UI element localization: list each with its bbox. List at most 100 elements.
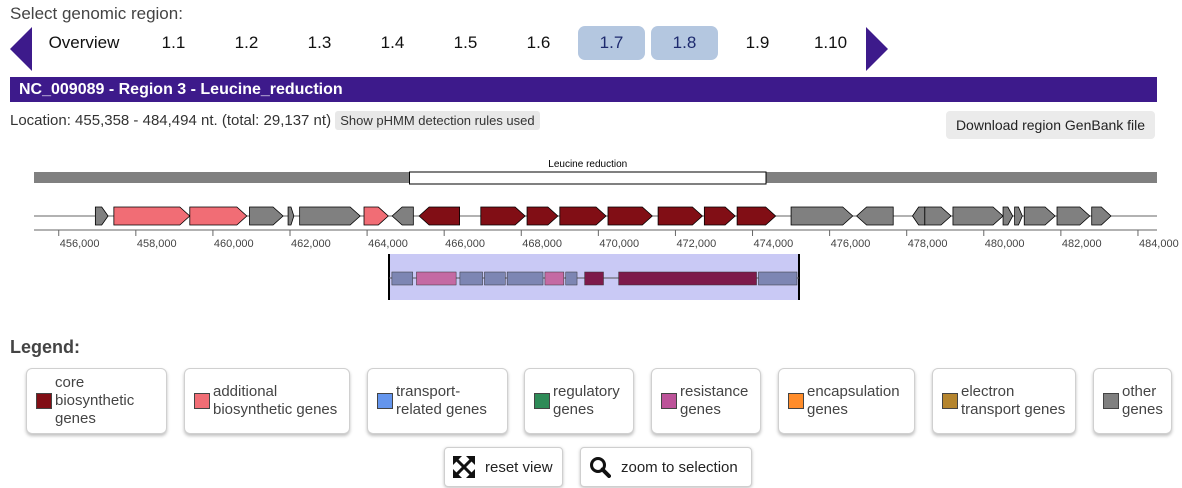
legend-swatch-regulatory [534,393,550,409]
minimap-gene-other [758,271,798,286]
legend-item-other[interactable]: other genes [1093,368,1172,434]
previous-region-arrow-icon[interactable] [10,27,32,71]
download-genbank-button[interactable]: Download region GenBank file [946,111,1155,139]
gene-arrow-core[interactable] [418,206,460,226]
legend-label-line: electron [961,383,1015,400]
minimap-gene-additional [416,271,457,286]
gene-arrow-core[interactable] [607,206,653,226]
next-region-arrow-icon[interactable] [866,27,888,71]
legend-label-additional: additional biosynthetic genes [213,383,337,419]
legend-item-additional[interactable]: additional biosynthetic genes [184,368,350,434]
axis-tick-label: 470,000 [599,238,639,250]
gene-arrow-additional[interactable] [189,206,248,226]
gene-arrow-other[interactable] [790,206,854,226]
gene-arrow-core[interactable] [526,206,559,226]
axis-tick-label: 472,000 [676,238,716,250]
legend-label-line: additional [213,383,278,400]
tab-region-1-7[interactable]: 1.7 [578,26,645,60]
axis-tick-label: 478,000 [908,238,948,250]
tab-region-1-5[interactable]: 1.5 [453,33,478,52]
minimap[interactable] [388,254,800,300]
gene-arrow-other[interactable] [94,206,109,226]
tab-region-1-4[interactable]: 1.4 [380,33,405,52]
gene-arrow-other[interactable] [911,206,926,226]
protocluster-label: Leucine reduction [548,159,627,170]
gene-arrow-core[interactable] [703,206,736,226]
legend-item-encapsulation[interactable]: encapsulation genes [778,368,915,434]
gene-arrow-other[interactable] [855,206,894,226]
axis-tick-label: 476,000 [831,238,871,250]
axis-tick-label: 484,000 [1139,238,1179,250]
axis-tick-label: 462,000 [291,238,331,250]
gene-arrow-other[interactable] [924,206,952,226]
select-region-label: Select genomic region: [10,4,183,23]
gene-arrow-other[interactable] [287,206,295,226]
gene-arrow-core[interactable] [736,206,777,226]
legend-label-core: core biosynthetic genes [55,374,134,428]
gene-arrow-core[interactable] [559,206,607,226]
legend-label-line: core [55,374,85,391]
gene-layer [94,206,1112,226]
legend-label-resistance: resistance genes [680,383,748,419]
region-title: NC_009089 - Region 3 - Leucine_reduction [10,77,1157,102]
tab-region-1-8[interactable]: 1.8 [651,26,718,60]
tab-region-1-10[interactable]: 1.10 [813,33,848,52]
gene-arrow-additional[interactable] [363,206,389,226]
legend-label-transport: transport-related genes [396,383,487,419]
axis-tick-label: 456,000 [60,238,100,250]
axis-tick-label: 482,000 [1062,238,1102,250]
legend-swatch-core [36,393,52,409]
minimap-gene-other [391,271,413,286]
axis-tick-label: 480,000 [985,238,1025,250]
minimap-gene-other [484,271,506,286]
legend-label-line: biosynthetic [55,392,135,409]
legend-label-encapsulation: encapsulation genes [807,383,900,419]
expand-arrows-icon [453,456,475,478]
gene-arrow-core[interactable] [657,206,704,226]
legend-swatch-electron [942,393,958,409]
legend-item-regulatory[interactable]: regulatory genes [524,368,634,434]
minimap-genes [391,271,798,286]
legend-item-resistance[interactable]: resistance genes [651,368,761,434]
legend-label-line: encapsulation [807,383,900,400]
location-text: Location: 455,358 - 484,494 nt. (total: … [10,112,332,129]
tab-region-1-9[interactable]: 1.9 [745,33,770,52]
minimap-gene-other [459,271,483,286]
gene-arrow-other[interactable] [1002,206,1014,226]
gene-arrow-other[interactable] [1056,206,1091,226]
legend-label-line: transport- [396,383,461,400]
gene-arrow-additional[interactable] [113,206,191,226]
legend-swatch-other [1103,393,1119,409]
protocluster-box[interactable] [408,171,767,185]
legend-item-transport[interactable]: transport-related genes [367,368,508,434]
show-phmm-rules-button[interactable]: Show pHMM detection rules used [335,111,540,130]
legend-item-core[interactable]: core biosynthetic genes [26,368,167,434]
legend-item-electron[interactable]: electron transport genes [932,368,1076,434]
legend-label-line: regulatory [553,383,620,400]
tab-region-1-6[interactable]: 1.6 [526,33,551,52]
gene-arrow-other[interactable] [391,206,414,226]
location-line: Location: 455,358 - 484,494 nt. (total: … [10,111,540,130]
gene-arrow-other[interactable] [1014,206,1023,226]
zoom-to-selection-button[interactable]: zoom to selection [580,447,752,487]
tab-region-1-2[interactable]: 1.2 [234,33,259,52]
gene-arrow-core[interactable] [480,206,526,226]
gene-arrow-other[interactable] [249,206,284,226]
minimap-gene-additional [544,271,565,286]
axis-ticks: 456,000 458,000 460,000 462,000 464,000 466,0… [58,230,1179,250]
reset-view-button[interactable]: reset view [444,447,563,487]
legend-swatch-additional [194,393,210,409]
tab-region-1-3[interactable]: 1.3 [307,33,332,52]
legend-label-line: biosynthetic genes [213,401,338,418]
gene-arrow-other[interactable] [299,206,361,226]
gene-arrow-other[interactable] [1023,206,1056,226]
minimap-gene-other [506,271,544,286]
tab-region-overview[interactable]: Overview [48,33,120,52]
gene-arrow-other[interactable] [952,206,1004,226]
gene-arrow-other[interactable] [1091,206,1112,226]
legend-label-electron: electron transport genes [961,383,1065,419]
magnifier-icon [590,457,611,478]
tab-region-1-1[interactable]: 1.1 [161,33,186,52]
legend-label-line: transport genes [961,401,1066,418]
legend-label-line: genes [553,401,594,418]
